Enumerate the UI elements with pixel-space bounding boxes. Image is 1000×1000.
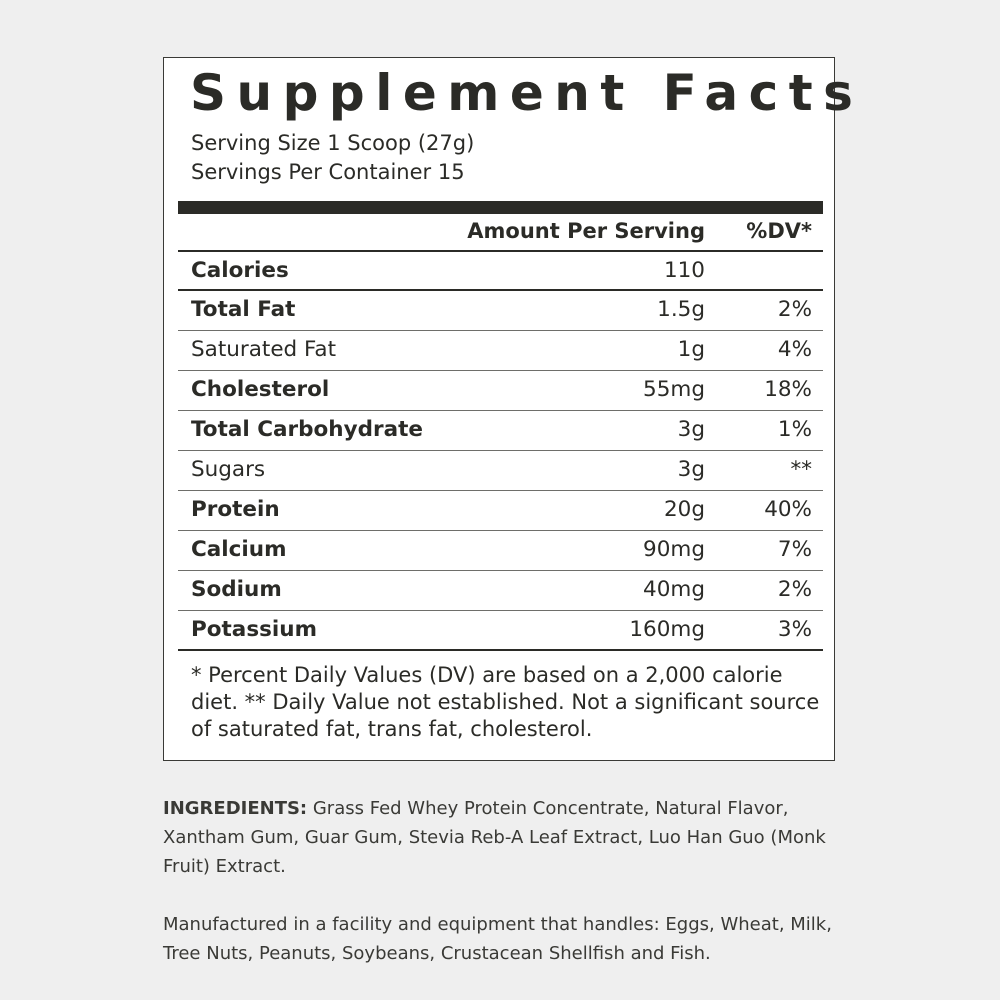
serving-size: Serving Size 1 Scoop (27g) — [191, 131, 475, 155]
table-header: Amount Per Serving %DV* — [178, 214, 823, 252]
nutrient-name: Potassium — [191, 617, 317, 642]
nutrient-dv: 3% — [777, 617, 812, 642]
nutrient-amount: 90mg — [643, 537, 705, 562]
nutrient-dv: 2% — [777, 297, 812, 322]
header-amount: Amount Per Serving — [467, 219, 705, 243]
nutrient-dv: 7% — [777, 537, 812, 562]
nutrient-table: Calories 110 Total Fat 1.5g 2% Saturated Fat 1… — [178, 252, 823, 651]
table-row: Sodium 40mg 2% — [178, 571, 823, 611]
nutrient-name: Calories — [191, 258, 289, 283]
table-row: Saturated Fat 1g 4% — [178, 331, 823, 371]
table-row: Cholesterol 55mg 18% — [178, 371, 823, 411]
ingredients-text: Grass Fed Whey Protein Concentrate, Natu… — [163, 798, 826, 877]
nutrient-amount: 1g — [677, 337, 705, 362]
supplement-facts-panel: Supplement Facts Serving Size 1 Scoop (2… — [163, 57, 853, 761]
nutrient-dv: 2% — [777, 577, 812, 602]
nutrient-dv: 18% — [764, 377, 812, 402]
table-row: Sugars 3g ** — [178, 451, 823, 491]
nutrient-name: Sugars — [191, 457, 266, 482]
nutrient-amount: 40mg — [643, 577, 705, 602]
nutrient-amount: 110 — [663, 258, 705, 283]
nutrient-name: Total Carbohydrate — [191, 417, 423, 442]
nutrient-dv: 40% — [764, 497, 812, 522]
nutrient-name: Saturated Fat — [191, 337, 337, 362]
ingredients-heading: INGREDIENTS: — [163, 798, 308, 819]
footnote: * Percent Daily Values (DV) are based on… — [191, 663, 820, 741]
table-row: Total Fat 1.5g 2% — [178, 291, 823, 331]
nutrient-name: Calcium — [191, 537, 287, 562]
nutrient-dv: 1% — [777, 417, 812, 442]
nutrient-name: Protein — [191, 497, 280, 522]
header-dv: %DV* — [746, 219, 812, 243]
nutrient-amount: 1.5g — [657, 297, 705, 322]
nutrient-amount: 3g — [677, 457, 705, 482]
panel-title: Supplement Facts — [190, 64, 864, 122]
nutrient-name: Sodium — [191, 577, 282, 602]
table-row: Calcium 90mg 7% — [178, 531, 823, 571]
table-row: Calories 110 — [178, 252, 823, 291]
nutrient-dv: ** — [790, 457, 813, 482]
nutrient-name: Total Fat — [191, 297, 296, 322]
table-row: Protein 20g 40% — [178, 491, 823, 531]
servings-per-container: Servings Per Container 15 — [191, 160, 465, 184]
nutrient-name: Cholesterol — [191, 377, 330, 402]
divider-bar — [178, 201, 823, 214]
nutrient-dv: 4% — [777, 337, 812, 362]
allergen-statement: Manufactured in a facility and equipment… — [163, 914, 832, 964]
ingredients: INGREDIENTS: Grass Fed Whey Protein Conc… — [163, 794, 863, 881]
nutrient-amount: 3g — [677, 417, 705, 442]
table-row: Potassium 160mg 3% — [178, 611, 823, 651]
table-row: Total Carbohydrate 3g 1% — [178, 411, 823, 451]
nutrient-amount: 20g — [663, 497, 705, 522]
nutrient-amount: 55mg — [643, 377, 705, 402]
nutrient-amount: 160mg — [629, 617, 705, 642]
